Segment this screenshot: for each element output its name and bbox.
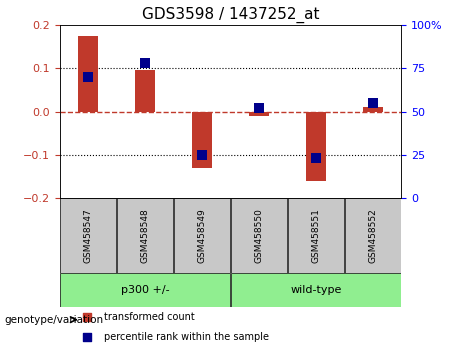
Text: p300 +/-: p300 +/- (121, 285, 170, 295)
Point (255, 105, 263, 111)
FancyBboxPatch shape (288, 198, 343, 273)
Bar (78, 36, 98, 112)
Point (142, 60, 149, 66)
Text: transformed count: transformed count (104, 312, 195, 322)
FancyBboxPatch shape (60, 273, 230, 307)
Text: wild-type: wild-type (290, 285, 342, 295)
FancyBboxPatch shape (231, 273, 401, 307)
Text: GSM458550: GSM458550 (254, 208, 263, 263)
Text: GSM458551: GSM458551 (311, 208, 320, 263)
Point (85, 74, 92, 80)
Bar (249, 112, 269, 116)
Point (369, 100, 376, 105)
Bar (306, 112, 326, 181)
Point (83, 314, 91, 320)
FancyBboxPatch shape (60, 198, 116, 273)
Bar (135, 70, 155, 112)
FancyBboxPatch shape (231, 198, 287, 273)
Text: GSM458552: GSM458552 (368, 208, 377, 263)
Point (83, 334, 91, 340)
Bar (363, 107, 383, 112)
Text: genotype/variation: genotype/variation (5, 315, 104, 325)
Text: percentile rank within the sample: percentile rank within the sample (104, 332, 269, 342)
Bar (192, 112, 212, 168)
FancyBboxPatch shape (118, 198, 173, 273)
Title: GDS3598 / 1437252_at: GDS3598 / 1437252_at (142, 7, 319, 23)
FancyBboxPatch shape (174, 198, 230, 273)
Text: GSM458549: GSM458549 (198, 208, 207, 263)
Point (312, 155, 319, 161)
FancyBboxPatch shape (345, 198, 401, 273)
Point (198, 152, 206, 158)
Text: GSM458547: GSM458547 (84, 208, 93, 263)
Text: GSM458548: GSM458548 (141, 208, 150, 263)
